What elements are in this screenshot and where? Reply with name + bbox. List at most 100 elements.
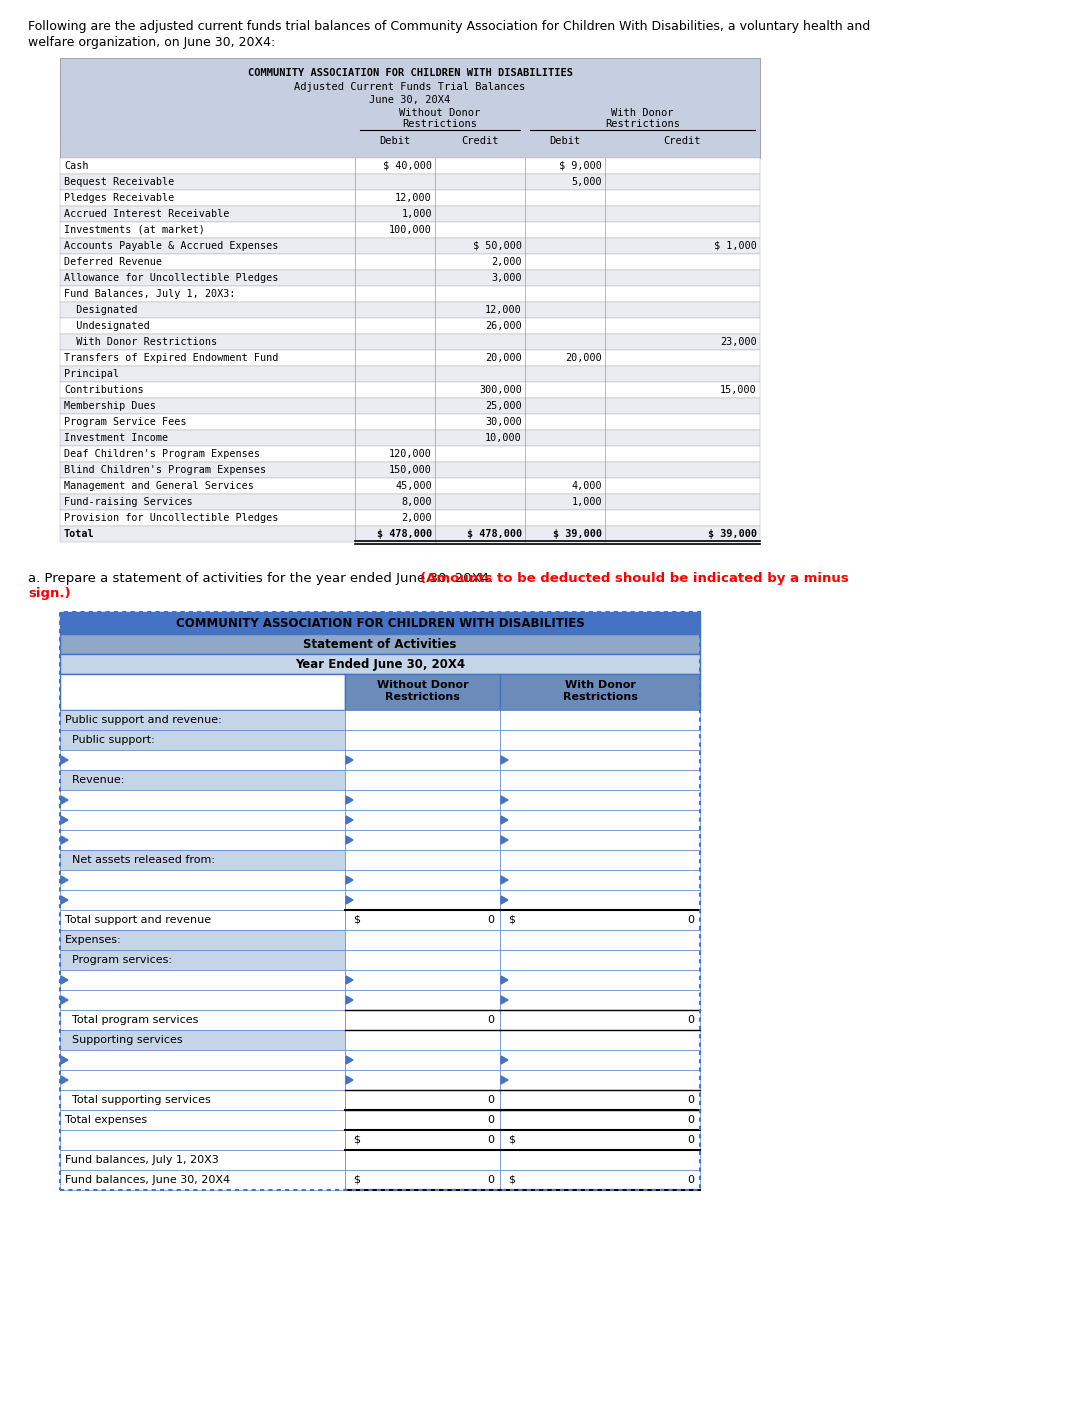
Bar (60, 710, 345, 730)
Bar (345, 1150, 500, 1170)
Text: Provision for Uncollectible Pledges: Provision for Uncollectible Pledges (64, 514, 279, 524)
Text: 10,000: 10,000 (485, 433, 522, 443)
Text: Expenses:: Expenses: (65, 935, 122, 945)
Bar (60, 909, 345, 931)
Polygon shape (346, 896, 353, 904)
Text: $ 9,000: $ 9,000 (559, 161, 602, 171)
Text: a. Prepare a statement of activities for the year ended June 30, 20X4.: a. Prepare a statement of activities for… (28, 572, 494, 585)
Bar (500, 1130, 700, 1150)
Polygon shape (60, 1076, 68, 1084)
Bar (60, 238, 760, 253)
Bar (60, 286, 760, 302)
Bar (345, 909, 500, 931)
Text: $: $ (508, 1175, 515, 1185)
Text: Fund Balances, July 1, 20X3:: Fund Balances, July 1, 20X3: (64, 289, 235, 299)
Bar (345, 750, 500, 770)
Bar (60, 1090, 345, 1110)
Text: Accrued Interest Receivable: Accrued Interest Receivable (64, 209, 229, 219)
Bar (500, 730, 700, 750)
Text: Blind Children's Program Expenses: Blind Children's Program Expenses (64, 465, 266, 475)
Bar (60, 494, 760, 509)
Bar (500, 1050, 700, 1070)
Text: Year Ended June 30, 20X4: Year Ended June 30, 20X4 (295, 657, 465, 672)
Text: $ 1,000: $ 1,000 (714, 240, 757, 250)
Polygon shape (60, 756, 68, 764)
Text: 20,000: 20,000 (485, 353, 522, 363)
Polygon shape (346, 815, 353, 824)
Bar (345, 770, 500, 790)
Bar (500, 710, 700, 730)
Text: 1,000: 1,000 (571, 497, 602, 507)
Text: 100,000: 100,000 (389, 225, 432, 235)
Text: 12,000: 12,000 (395, 194, 432, 203)
Bar (60, 970, 345, 990)
Text: Restrictions: Restrictions (605, 120, 680, 129)
Text: Following are the adjusted current funds trial balances of Community Association: Following are the adjusted current funds… (28, 20, 870, 33)
Bar (345, 790, 500, 810)
Bar (500, 970, 700, 990)
Bar (345, 730, 500, 750)
Bar (60, 931, 345, 951)
Text: 25,000: 25,000 (485, 401, 522, 411)
Bar (500, 1110, 700, 1130)
Text: (Amounts to be deducted should be indicated by a minus: (Amounts to be deducted should be indica… (420, 572, 849, 585)
Bar (60, 270, 760, 286)
Bar (500, 770, 700, 790)
Text: With Donor Restrictions: With Donor Restrictions (64, 337, 217, 347)
Bar (345, 889, 500, 909)
Text: Total: Total (64, 529, 95, 539)
Bar (345, 810, 500, 830)
Bar (60, 366, 760, 381)
Text: Transfers of Expired Endowment Fund: Transfers of Expired Endowment Fund (64, 353, 279, 363)
Text: welfare organization, on June 30, 20X4:: welfare organization, on June 30, 20X4: (28, 36, 275, 48)
Text: Membership Dues: Membership Dues (64, 401, 156, 411)
Bar (60, 1110, 345, 1130)
Bar (60, 810, 345, 830)
Polygon shape (60, 896, 68, 904)
Bar (345, 1070, 500, 1090)
Text: 0: 0 (487, 1116, 494, 1126)
Text: $ 39,000: $ 39,000 (708, 529, 757, 539)
Bar (60, 58, 760, 158)
Bar (345, 1050, 500, 1070)
Bar (345, 1130, 500, 1150)
Text: $: $ (353, 1175, 360, 1185)
Text: Principal: Principal (64, 369, 119, 379)
Text: June 30, 20X4: June 30, 20X4 (369, 95, 450, 105)
Polygon shape (501, 795, 508, 804)
Text: 30,000: 30,000 (485, 417, 522, 427)
Text: $ 478,000: $ 478,000 (377, 529, 432, 539)
Text: sign.): sign.) (28, 588, 70, 601)
Text: 0: 0 (487, 1015, 494, 1025)
Bar (60, 350, 760, 366)
Text: 45,000: 45,000 (395, 481, 432, 491)
Text: 23,000: 23,000 (720, 337, 757, 347)
Text: Net assets released from:: Net assets released from: (65, 855, 215, 865)
Text: Fund balances, June 30, 20X4: Fund balances, June 30, 20X4 (65, 1175, 230, 1185)
Bar (60, 174, 760, 191)
Text: 0: 0 (487, 915, 494, 925)
Text: 2,000: 2,000 (491, 258, 522, 268)
Text: 2,000: 2,000 (402, 514, 432, 524)
Bar (60, 1130, 345, 1150)
Text: 0: 0 (687, 1116, 694, 1126)
Text: 0: 0 (687, 1096, 694, 1106)
Text: With Donor: With Donor (611, 108, 674, 118)
Text: 120,000: 120,000 (389, 450, 432, 460)
Polygon shape (501, 896, 508, 904)
Polygon shape (60, 795, 68, 804)
Text: Restrictions: Restrictions (403, 120, 477, 129)
Bar (60, 951, 345, 970)
Polygon shape (60, 835, 68, 844)
Bar (60, 889, 345, 909)
Text: Bequest Receivable: Bequest Receivable (64, 176, 174, 186)
Bar (60, 302, 760, 317)
Text: Total program services: Total program services (65, 1015, 199, 1025)
Bar (60, 430, 760, 445)
Polygon shape (346, 877, 353, 884)
Bar (500, 909, 700, 931)
Text: 3,000: 3,000 (491, 273, 522, 283)
Text: 15,000: 15,000 (720, 386, 757, 396)
Text: Public support and revenue:: Public support and revenue: (65, 714, 221, 724)
Bar (345, 869, 500, 889)
